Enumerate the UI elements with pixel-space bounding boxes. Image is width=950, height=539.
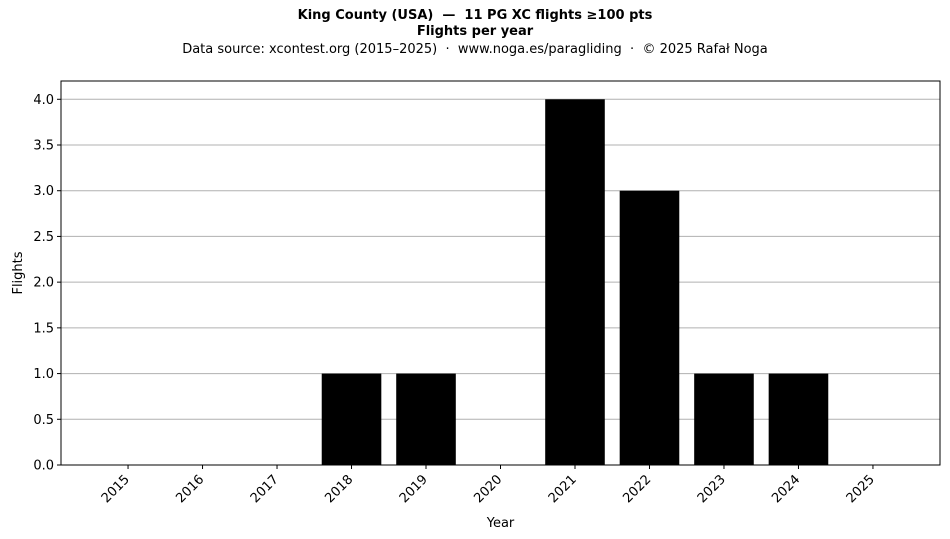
x-axis-ticks: 2015 2016 2017 2018 2019 2020 2021 2022 2023 2024… bbox=[99, 465, 878, 506]
x-tick-label: 2025 bbox=[844, 472, 878, 506]
y-tick-label: 0.0 bbox=[33, 459, 54, 474]
y-axis-ticks: 0.0 0.5 1.0 1.5 2.0 2.5 3.0 3.5 4.0 bbox=[33, 93, 61, 474]
y-tick-label: 1.5 bbox=[33, 321, 54, 336]
x-tick-label: 2015 bbox=[99, 472, 133, 506]
x-tick-label: 2023 bbox=[695, 472, 729, 506]
bars bbox=[321, 99, 829, 466]
x-tick-label: 2018 bbox=[322, 472, 356, 506]
bar-2023 bbox=[694, 373, 754, 465]
x-tick-label: 2016 bbox=[173, 472, 207, 506]
x-tick-label: 2020 bbox=[471, 472, 505, 506]
x-tick-label: 2019 bbox=[397, 472, 431, 506]
x-tick-label: 2021 bbox=[546, 472, 580, 506]
x-tick-label: 2024 bbox=[769, 472, 803, 506]
y-tick-label: 2.5 bbox=[33, 230, 54, 245]
chart-title-block: King County (USA) — 11 PG XC flights ≥10… bbox=[0, 8, 950, 59]
chart-subtitle: Flights per year bbox=[416, 24, 534, 39]
bar-2024 bbox=[768, 373, 829, 465]
data-source-note: Data source: xcontest.org (2015–2025) · … bbox=[182, 42, 768, 57]
x-tick-label: 2022 bbox=[620, 472, 654, 506]
chart-title: King County (USA) — 11 PG XC flights ≥10… bbox=[297, 8, 653, 23]
y-axis-label: Flights bbox=[11, 251, 26, 294]
bar-2021 bbox=[545, 99, 605, 466]
x-axis-label: Year bbox=[486, 516, 515, 531]
bar-2022 bbox=[619, 190, 680, 465]
y-tick-label: 3.5 bbox=[33, 139, 54, 154]
y-tick-label: 1.0 bbox=[33, 367, 54, 382]
bar-2019 bbox=[396, 373, 456, 465]
y-tick-label: 0.5 bbox=[33, 413, 54, 428]
y-tick-label: 2.0 bbox=[33, 276, 54, 291]
y-tick-label: 3.0 bbox=[33, 184, 54, 199]
bar-2018 bbox=[321, 373, 382, 465]
y-tick-label: 4.0 bbox=[33, 93, 54, 108]
x-tick-label: 2017 bbox=[248, 472, 282, 506]
